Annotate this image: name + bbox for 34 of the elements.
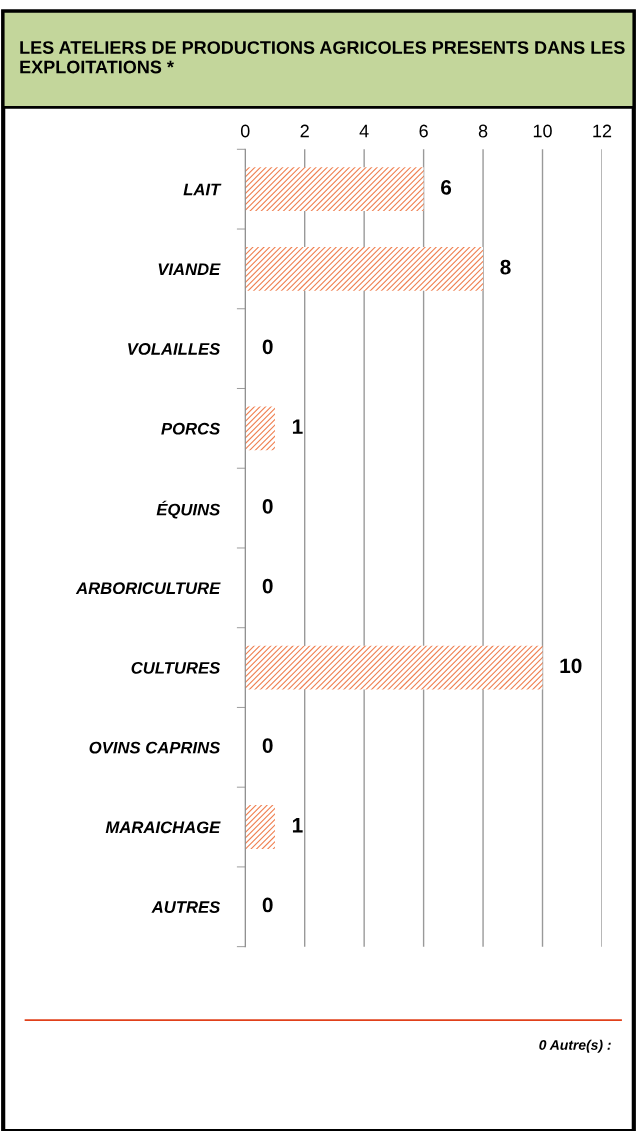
x-tick-label: 0 [240, 124, 250, 138]
data-label: 1 [292, 419, 303, 434]
y-tick-label: CULTURES [131, 661, 221, 674]
data-label: 0 [262, 897, 273, 913]
y-tick-label: PORCS [161, 422, 221, 435]
text: 0 Autre(s) : [539, 1039, 611, 1053]
data-label: 8 [500, 259, 511, 275]
data-label: 1 [292, 818, 303, 833]
bar [245, 246, 484, 291]
data-label: 10 [560, 658, 582, 674]
y-tick-label: OVINS CAPRINS [89, 741, 221, 754]
bar [245, 805, 275, 849]
y-tick-label: VOLAILLES [128, 343, 221, 355]
x-tick-label: 12 [593, 124, 612, 138]
data-label: 0 [262, 498, 273, 514]
y-tick-label: LAIT [183, 183, 222, 196]
bar [245, 167, 424, 212]
data-label: 0 [262, 578, 273, 594]
y-tick-label: AUTRES [151, 901, 221, 913]
data-label: 6 [441, 180, 452, 195]
x-tick-label: 6 [419, 124, 428, 138]
x-tick-label: 8 [478, 124, 488, 138]
data-label: 0 [262, 738, 273, 753]
x-tick-label: 2 [300, 124, 309, 138]
bar [245, 406, 275, 451]
x-tick-label: 10 [533, 124, 552, 138]
y-tick-label: MARAICHAGE [105, 821, 221, 834]
data-label: 0 [262, 339, 273, 355]
bar [245, 645, 543, 690]
y-tick-label: ARBORICULTURE [75, 582, 221, 595]
y-tick-label: VIANDE [158, 263, 221, 275]
y-tick-label: ÉQUINS [156, 500, 221, 519]
chart-title: LES ATELIERS DE PRODUCTIONS AGRICOLES PRESENTS DANS LES EXPLOITATIONS * [20, 41, 625, 74]
x-tick-label: 4 [359, 124, 369, 138]
